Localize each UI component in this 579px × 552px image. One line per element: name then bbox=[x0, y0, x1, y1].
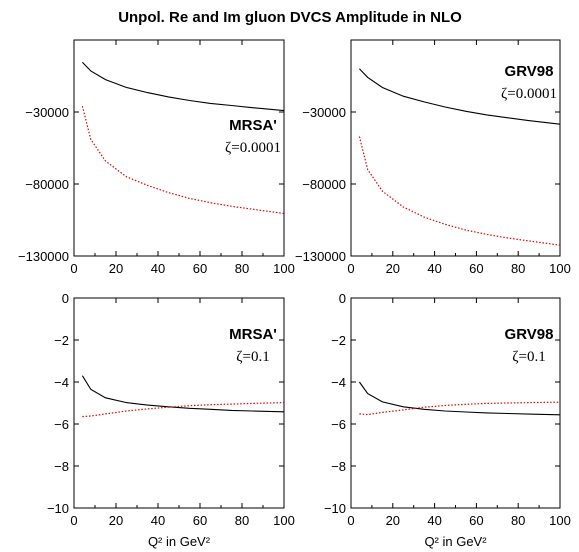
real-part-line bbox=[81, 375, 285, 413]
x-tick-label: 0 bbox=[347, 513, 354, 528]
y-tick-label: −6 bbox=[54, 417, 69, 432]
x-tick-label: 40 bbox=[151, 513, 165, 528]
x-tick-label: 80 bbox=[235, 513, 249, 528]
imaginary-part-line bbox=[82, 402, 285, 418]
x-tick-label: 100 bbox=[273, 261, 295, 276]
pdf-set-label: GRV98 bbox=[505, 326, 554, 343]
zeta-label: ζ=0.1 bbox=[236, 349, 269, 365]
x-tick-label: 20 bbox=[109, 261, 123, 276]
x-tick-label: 20 bbox=[386, 513, 400, 528]
x-tick-label: 80 bbox=[235, 261, 249, 276]
y-tick-label: −80000 bbox=[302, 177, 346, 192]
y-tick-label: −130000 bbox=[18, 249, 69, 264]
x-tick-label: 60 bbox=[193, 513, 207, 528]
pdf-set-label: MRSA' bbox=[229, 117, 277, 134]
x-tick-label: 60 bbox=[193, 261, 207, 276]
imaginary-part-line bbox=[358, 136, 561, 246]
x-tick-label: 60 bbox=[469, 513, 483, 528]
real-part-line bbox=[359, 68, 561, 125]
y-tick-label: −6 bbox=[331, 417, 346, 432]
panels: 0 20 40 60 80 100−130000−80000−30000MRSA'ζ=0.… bbox=[18, 39, 571, 549]
pdf-set-label: MRSA' bbox=[229, 326, 277, 343]
zeta-label: ζ=0.0001 bbox=[501, 86, 557, 102]
panel-3: 0 20 40 60 80 100 −10 −8 −6 −4 −2 0 MRSA' ζ=0.1 Q² in … bbox=[47, 291, 295, 549]
y-tick-label: 0 bbox=[339, 291, 346, 306]
x-tick-label: 80 bbox=[511, 513, 525, 528]
pdf-set-label: GRV98 bbox=[505, 63, 554, 80]
x-tick-label: 100 bbox=[549, 513, 571, 528]
x-tick-label: 100 bbox=[273, 513, 295, 528]
y-tick-label: −4 bbox=[54, 375, 69, 390]
y-tick-label: −2 bbox=[54, 333, 69, 348]
real-part-line bbox=[82, 61, 285, 112]
real-part-line bbox=[358, 381, 561, 416]
zeta-label: ζ=0.0001 bbox=[225, 140, 281, 156]
x-tick-label: 80 bbox=[511, 261, 525, 276]
y-tick-label: −80000 bbox=[25, 177, 69, 192]
imaginary-part-line bbox=[359, 401, 561, 416]
x-tick-label: 40 bbox=[427, 513, 441, 528]
y-tick-label: −10 bbox=[324, 501, 346, 516]
panel-2: 0 20 40 60 80 100 −130000 −80000 −30000 GRV98 ζ=0.… bbox=[295, 39, 571, 276]
y-tick-label: −130000 bbox=[295, 249, 346, 264]
x-axis-label: Q² in GeV² bbox=[148, 534, 211, 549]
x-tick-label: 100 bbox=[549, 261, 571, 276]
x-tick-label: 40 bbox=[151, 261, 165, 276]
y-tick-label: −4 bbox=[331, 375, 346, 390]
zeta-label: ζ=0.1 bbox=[512, 349, 545, 365]
x-tick-label: 60 bbox=[469, 261, 483, 276]
panel-4: 0 20 40 60 80 100 −10 −8 −6 −4 −2 0 GRV98 ζ=0.1 Q² in … bbox=[324, 291, 571, 549]
figure-title: Unpol. Re and Im gluon DVCS Amplitude in… bbox=[118, 9, 462, 26]
panel-1: 0 20 40 60 80 100 −130000 −80000 −30000 MRSA' ζ=0.… bbox=[18, 39, 295, 276]
x-tick-label: 0 bbox=[70, 513, 77, 528]
x-tick-label: 40 bbox=[427, 261, 441, 276]
y-tick-label: 0 bbox=[62, 291, 69, 306]
y-tick-label: −30000 bbox=[302, 105, 346, 120]
y-tick-label: −2 bbox=[331, 333, 346, 348]
x-tick-label: 20 bbox=[109, 513, 123, 528]
y-tick-label: −30000 bbox=[25, 105, 69, 120]
x-axis-label: Q² in GeV² bbox=[424, 534, 487, 549]
x-tick-label: 0 bbox=[347, 261, 354, 276]
x-tick-label: 20 bbox=[386, 261, 400, 276]
y-tick-label: −10 bbox=[47, 501, 69, 516]
y-tick-label: −8 bbox=[54, 459, 69, 474]
y-tick-label: −8 bbox=[331, 459, 346, 474]
x-tick-label: 0 bbox=[70, 261, 77, 276]
